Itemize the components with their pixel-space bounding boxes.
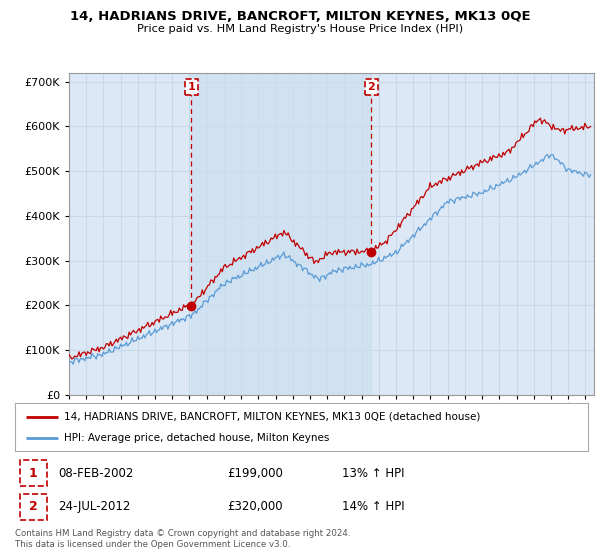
- Text: 1: 1: [29, 466, 38, 480]
- Text: 24-JUL-2012: 24-JUL-2012: [58, 500, 130, 514]
- FancyBboxPatch shape: [20, 494, 47, 520]
- Text: 14, HADRIANS DRIVE, BANCROFT, MILTON KEYNES, MK13 0QE: 14, HADRIANS DRIVE, BANCROFT, MILTON KEY…: [70, 10, 530, 23]
- Text: 2: 2: [367, 82, 375, 92]
- Text: £199,000: £199,000: [227, 466, 283, 480]
- Text: 2: 2: [29, 500, 38, 514]
- Text: Contains HM Land Registry data © Crown copyright and database right 2024.
This d: Contains HM Land Registry data © Crown c…: [15, 529, 350, 549]
- Text: 1: 1: [187, 82, 195, 92]
- Text: £320,000: £320,000: [227, 500, 283, 514]
- Text: 08-FEB-2002: 08-FEB-2002: [58, 466, 133, 480]
- FancyBboxPatch shape: [20, 460, 47, 486]
- Text: HPI: Average price, detached house, Milton Keynes: HPI: Average price, detached house, Milt…: [64, 433, 329, 444]
- Text: 13% ↑ HPI: 13% ↑ HPI: [341, 466, 404, 480]
- Text: 14, HADRIANS DRIVE, BANCROFT, MILTON KEYNES, MK13 0QE (detached house): 14, HADRIANS DRIVE, BANCROFT, MILTON KEY…: [64, 412, 480, 422]
- Text: 14% ↑ HPI: 14% ↑ HPI: [341, 500, 404, 514]
- Text: Price paid vs. HM Land Registry's House Price Index (HPI): Price paid vs. HM Land Registry's House …: [137, 24, 463, 34]
- Bar: [191, 73, 371, 395]
